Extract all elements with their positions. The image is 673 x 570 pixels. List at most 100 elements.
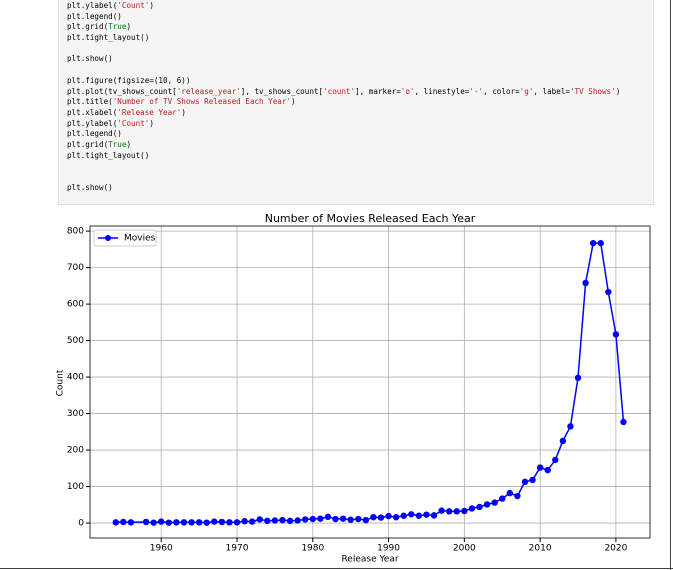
y-tick-label: 700 bbox=[67, 263, 84, 273]
data-point bbox=[408, 511, 415, 518]
data-point bbox=[461, 507, 468, 515]
data-point bbox=[567, 423, 574, 430]
data-point bbox=[355, 515, 362, 523]
data-point bbox=[514, 492, 521, 500]
code-line: plt.legend() bbox=[67, 129, 122, 139]
window-edge bbox=[670, 0, 671, 570]
code-line: plt.grid(True) bbox=[67, 22, 132, 32]
data-point bbox=[544, 466, 551, 474]
y-tick-label: 500 bbox=[67, 336, 84, 346]
data-point bbox=[332, 515, 339, 523]
y-tick-label: 0 bbox=[78, 519, 84, 529]
data-point bbox=[248, 518, 256, 525]
data-point bbox=[559, 437, 567, 445]
data-point bbox=[552, 456, 559, 464]
code-line: plt.tight_layout() bbox=[67, 33, 150, 43]
data-point bbox=[188, 519, 195, 526]
code-block: plt.show() bbox=[67, 183, 653, 194]
code-line: plt.grid(True) bbox=[67, 139, 132, 149]
y-axis-label: Count bbox=[56, 369, 66, 396]
code-line: plt.tight_layout() bbox=[67, 150, 150, 160]
data-point bbox=[120, 518, 127, 526]
y-tick-label: 100 bbox=[67, 482, 84, 492]
data-point bbox=[521, 478, 529, 486]
data-point bbox=[127, 519, 135, 526]
code-block: plt.show() bbox=[67, 54, 653, 65]
data-point bbox=[468, 505, 476, 512]
code-line: plt.figure(figsize=(10, 6)) bbox=[67, 75, 191, 85]
data-point bbox=[173, 519, 180, 526]
x-tick-label: 2020 bbox=[604, 544, 627, 554]
data-point bbox=[347, 516, 354, 523]
y-tick-label: 200 bbox=[67, 446, 84, 456]
data-point bbox=[218, 518, 226, 526]
data-point bbox=[264, 517, 271, 525]
data-point bbox=[400, 512, 407, 519]
code-line: plt.xlabel('Release Year') bbox=[67, 107, 186, 117]
data-point bbox=[226, 519, 233, 526]
x-tick-label: 1980 bbox=[301, 544, 324, 554]
data-point bbox=[362, 516, 370, 524]
code-line: plt.title('Number of TV Shows Released E… bbox=[67, 97, 296, 107]
x-tick-label: 1990 bbox=[377, 544, 400, 554]
plot-frame bbox=[89, 225, 651, 539]
data-point bbox=[415, 512, 423, 519]
legend-label: Movies bbox=[124, 234, 156, 244]
data-point bbox=[324, 513, 332, 521]
data-point bbox=[506, 489, 514, 497]
data-point bbox=[294, 517, 301, 524]
data-point bbox=[233, 519, 241, 526]
y-tick-label: 600 bbox=[67, 300, 84, 310]
data-point bbox=[377, 514, 385, 521]
x-axis-label: Release Year bbox=[341, 555, 398, 565]
data-point bbox=[476, 503, 483, 511]
data-point bbox=[620, 418, 627, 426]
chart: Number of Movies Released Each Year Rele… bbox=[56, 212, 651, 565]
x-tick-label: 1970 bbox=[226, 544, 249, 554]
data-point bbox=[180, 519, 188, 526]
data-point bbox=[142, 518, 150, 526]
code-line: plt.show() bbox=[67, 182, 113, 192]
data-point bbox=[302, 516, 309, 523]
code-block: plt.ylabel('Count') plt.legend() plt.grid(… bbox=[67, 1, 653, 44]
data-point bbox=[339, 515, 347, 522]
code-line: plt.plot(tv_shows_count['release_year'],… bbox=[67, 86, 621, 96]
y-tick-label: 800 bbox=[67, 227, 84, 237]
data-point bbox=[158, 518, 165, 525]
data-point bbox=[597, 239, 604, 247]
data-point bbox=[385, 512, 392, 520]
data-point bbox=[317, 515, 324, 522]
data-point bbox=[574, 374, 582, 382]
data-point bbox=[529, 476, 536, 484]
data-point bbox=[589, 239, 597, 247]
data-point bbox=[423, 511, 430, 518]
data-point bbox=[445, 508, 453, 515]
data-point bbox=[286, 517, 294, 525]
code-line: plt.ylabel('Count') bbox=[67, 1, 154, 10]
data-point bbox=[499, 495, 506, 502]
data-point bbox=[165, 519, 173, 526]
data-point bbox=[392, 514, 400, 521]
data-point bbox=[612, 331, 620, 338]
data-point bbox=[112, 519, 119, 526]
data-point bbox=[241, 518, 248, 525]
code-block: plt.figure(figsize=(10, 6)) plt.plot(tv_s… bbox=[67, 76, 653, 162]
y-tick-label: 300 bbox=[67, 409, 84, 419]
data-point bbox=[203, 519, 210, 526]
data-line bbox=[115, 242, 625, 524]
x-tick-label: 2000 bbox=[453, 544, 476, 554]
data-point bbox=[536, 464, 544, 471]
data-point bbox=[279, 516, 286, 524]
code-cell: plt.ylabel('Count') plt.legend() plt.grid(… bbox=[58, 0, 654, 205]
data-point bbox=[150, 519, 157, 526]
data-point bbox=[370, 514, 377, 521]
data-point bbox=[605, 288, 612, 296]
data-point bbox=[438, 507, 445, 514]
data-point bbox=[211, 518, 218, 525]
data-point bbox=[430, 512, 438, 519]
data-point bbox=[453, 508, 460, 515]
data-point bbox=[309, 515, 316, 523]
legend-marker bbox=[105, 235, 111, 241]
data-point bbox=[256, 516, 263, 523]
